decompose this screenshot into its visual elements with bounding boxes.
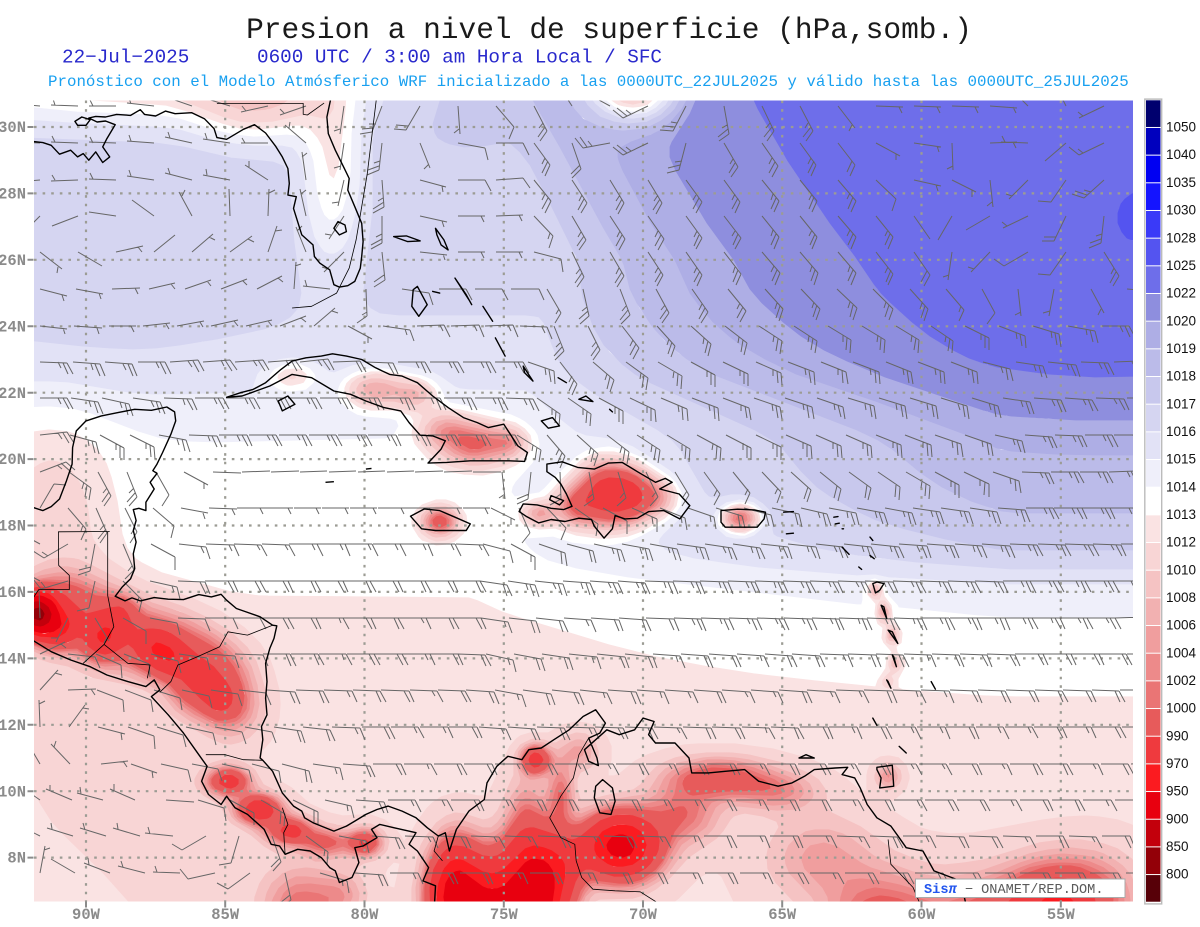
- svg-text:1016: 1016: [1166, 424, 1196, 439]
- svg-text:10N: 10N: [0, 783, 26, 801]
- svg-text:20N: 20N: [0, 451, 26, 469]
- svg-text:85W: 85W: [211, 906, 240, 924]
- svg-text:1028: 1028: [1166, 230, 1196, 245]
- svg-text:1004: 1004: [1166, 645, 1197, 660]
- svg-text:22N: 22N: [0, 385, 26, 403]
- svg-text:24N: 24N: [0, 318, 26, 336]
- svg-text:1025: 1025: [1166, 258, 1196, 273]
- svg-text:800: 800: [1166, 867, 1189, 882]
- svg-text:12N: 12N: [0, 717, 26, 735]
- svg-text:Pronóstico con el Modelo Atmós: Pronóstico con el Modelo Atmósferico WRF…: [48, 73, 1129, 91]
- svg-text:1015: 1015: [1166, 452, 1196, 467]
- svg-text:80W: 80W: [351, 906, 380, 924]
- svg-text:1013: 1013: [1166, 507, 1196, 522]
- svg-text:1017: 1017: [1166, 396, 1196, 411]
- svg-text:16N: 16N: [0, 584, 26, 602]
- svg-text:18N: 18N: [0, 518, 26, 536]
- svg-text:1014: 1014: [1166, 479, 1197, 494]
- svg-text:28N: 28N: [0, 185, 26, 203]
- svg-text:Presion a nivel de superficie: Presion a nivel de superficie (hPa,somb.…: [246, 13, 972, 47]
- svg-text:1040: 1040: [1166, 147, 1196, 162]
- svg-text:Sisπ − ONAMET/REP.DOM.: Sisπ − ONAMET/REP.DOM.: [924, 883, 1104, 898]
- svg-text:1018: 1018: [1166, 369, 1196, 384]
- svg-text:1035: 1035: [1166, 175, 1196, 190]
- svg-text:1050: 1050: [1166, 120, 1196, 135]
- svg-text:950: 950: [1166, 784, 1189, 799]
- svg-text:1022: 1022: [1166, 286, 1196, 301]
- svg-text:1019: 1019: [1166, 341, 1196, 356]
- svg-text:1012: 1012: [1166, 535, 1196, 550]
- svg-text:55W: 55W: [1047, 906, 1076, 924]
- svg-text:1030: 1030: [1166, 203, 1196, 218]
- svg-text:900: 900: [1166, 811, 1189, 826]
- svg-text:60W: 60W: [908, 906, 937, 924]
- svg-text:850: 850: [1166, 839, 1189, 854]
- svg-text:75W: 75W: [490, 906, 519, 924]
- svg-text:65W: 65W: [768, 906, 797, 924]
- svg-text:970: 970: [1166, 756, 1189, 771]
- svg-text:1000: 1000: [1166, 701, 1196, 716]
- svg-text:14N: 14N: [0, 650, 26, 668]
- svg-text:30N: 30N: [0, 119, 26, 137]
- svg-text:1002: 1002: [1166, 673, 1196, 688]
- svg-text:1008: 1008: [1166, 590, 1196, 605]
- svg-text:90W: 90W: [72, 906, 101, 924]
- svg-text:22−Jul−2025: 22−Jul−2025: [62, 47, 189, 69]
- svg-text:1020: 1020: [1166, 313, 1196, 328]
- svg-text:8N: 8N: [7, 850, 26, 868]
- svg-text:1010: 1010: [1166, 562, 1196, 577]
- svg-text:70W: 70W: [629, 906, 658, 924]
- svg-text:0600 UTC / 3:00 am Hora Local: 0600 UTC / 3:00 am Hora Local / SFC: [257, 47, 662, 69]
- svg-text:990: 990: [1166, 728, 1189, 743]
- svg-text:1006: 1006: [1166, 618, 1196, 633]
- svg-text:26N: 26N: [0, 252, 26, 270]
